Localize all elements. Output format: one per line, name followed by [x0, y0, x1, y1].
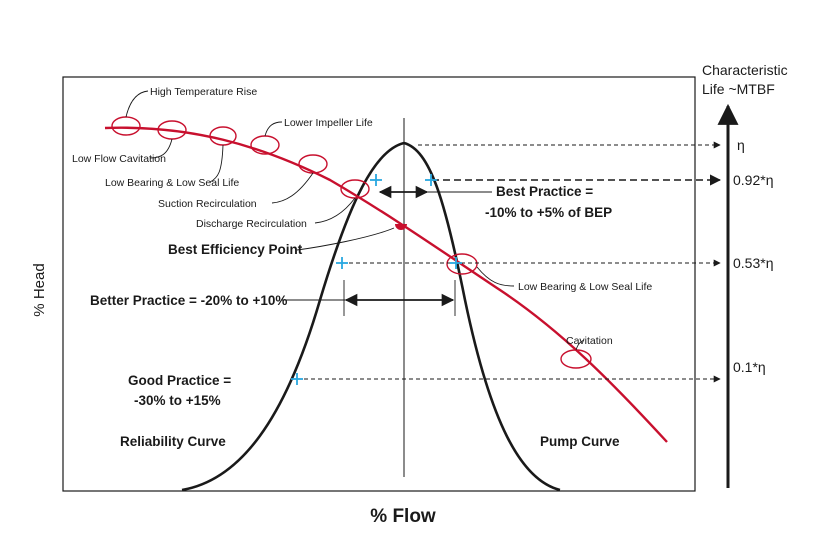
high-temp-ellipse [111, 116, 141, 136]
right-tick-eta: η [737, 137, 745, 153]
suction-recirc-ellipse [298, 154, 328, 174]
label-low-bearing-seal-left: Low Bearing & Low Seal Life [105, 177, 239, 189]
label-pump-curve: Pump Curve [540, 434, 620, 449]
bep-marker [395, 224, 407, 230]
right-axis-title-1: Characteristic [702, 62, 788, 78]
reliability-curve [181, 141, 561, 492]
label-best-efficiency-point: Best Efficiency Point [168, 242, 303, 257]
right-axis-title-2: Life ~MTBF [702, 81, 775, 97]
label-lower-impeller-life: Lower Impeller Life [284, 117, 373, 129]
label-discharge-recirculation: Discharge Recirculation [196, 218, 307, 230]
leader-lines [125, 90, 585, 351]
label-suction-recirculation: Suction Recirculation [158, 198, 257, 210]
label-best-practice-1: Best Practice = [496, 184, 593, 199]
label-reliability-curve: Reliability Curve [120, 434, 226, 449]
mtbf-dashed-lines [297, 141, 722, 383]
reliability-tick-marks [291, 174, 462, 385]
low-bearing-seal-ellipse-right [446, 253, 478, 275]
pump-curve [104, 126, 668, 443]
label-good-practice-1: Good Practice = [128, 373, 231, 388]
plot-frame [62, 76, 696, 492]
x-axis-title: % Flow [370, 506, 436, 527]
label-better-practice: Better Practice = -20% to +10% [90, 293, 287, 308]
label-good-practice-2: -30% to +15% [134, 393, 221, 408]
label-low-flow-cavitation: Low Flow Cavitation [72, 153, 166, 165]
right-tick-092: 0.92*η [733, 172, 773, 188]
y-axis-title: % Head [31, 263, 48, 316]
low-bearing-seal-ellipse-left [209, 126, 237, 146]
right-tick-053: 0.53*η [733, 255, 773, 271]
label-cavitation: Cavitation [566, 335, 613, 347]
right-tick-01: 0.1*η [733, 359, 766, 375]
label-high-temperature-rise: High Temperature Rise [150, 86, 257, 98]
label-best-practice-2: -10% to +5% of BEP [485, 205, 612, 220]
label-low-bearing-seal-right: Low Bearing & Low Seal Life [518, 281, 652, 293]
